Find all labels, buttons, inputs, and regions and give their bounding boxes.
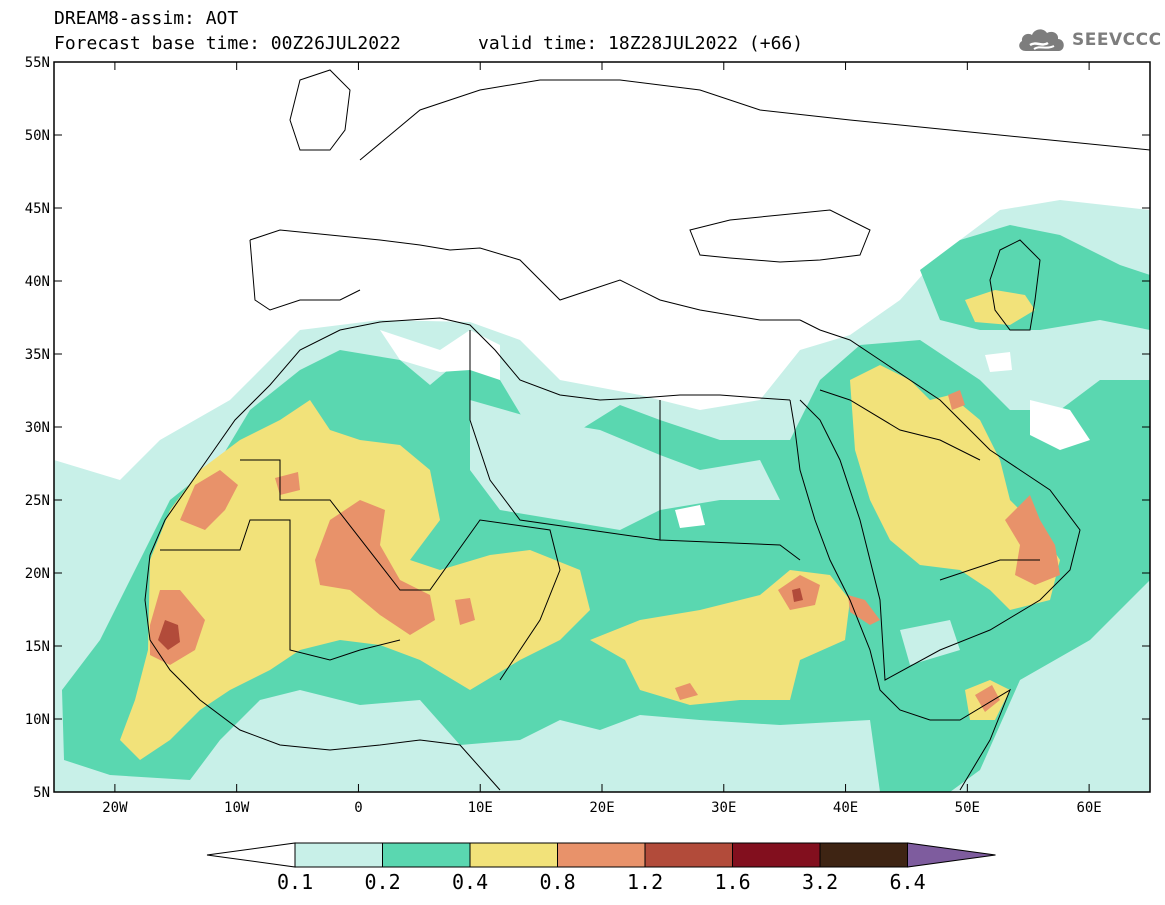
coastline-black-sea — [689, 209, 871, 263]
map-title: DREAM8-assim: AOT — [54, 8, 239, 29]
border-africa — [240, 459, 561, 681]
lon-tick-label: 20E — [589, 800, 614, 816]
border-arabia — [819, 389, 1040, 581]
lon-tick-label: 30E — [711, 800, 736, 816]
colorbar-level-label: 0.1 — [277, 870, 314, 894]
aot-band-0.8 — [180, 470, 238, 530]
aot-band-0.4 — [850, 365, 1060, 610]
lat-tick-label: 35N — [25, 347, 50, 363]
aot-band-0.8 — [1005, 495, 1060, 585]
lat-tick-label: 40N — [25, 274, 50, 290]
lon-tick-label: 40E — [833, 800, 858, 816]
lon-tick-label: 20W — [102, 800, 128, 816]
aot-band-0.8 — [948, 390, 965, 410]
colorbar-over-triangle — [907, 842, 996, 868]
coastline-europe-west — [249, 239, 361, 311]
aot-band-0.8 — [675, 683, 698, 700]
coastline-africa-north — [149, 317, 791, 556]
colorbar-level-label: 0.4 — [452, 870, 489, 894]
lat-tick-label: 55N — [25, 55, 50, 71]
lon-tick-label: 10E — [468, 800, 493, 816]
aot-band-clear — [985, 352, 1012, 372]
aot-band-0.4 — [965, 290, 1035, 325]
aot-band-0.8 — [455, 598, 475, 625]
coastline-north-europe — [359, 79, 1150, 161]
lon-tick-label: 50E — [955, 800, 980, 816]
aot-band-clear — [1030, 400, 1090, 450]
aot-band-0.1-inner — [900, 620, 960, 665]
lat-tick-label: 45N — [25, 201, 50, 217]
colorbar-level-label: 0.8 — [539, 870, 576, 894]
coastline-britain — [289, 69, 351, 151]
aot-band-0.4 — [590, 570, 850, 705]
valid-time: valid time: 18Z28JUL2022 (+66) — [478, 33, 804, 54]
border-mali — [160, 519, 401, 661]
colorbar-swatch — [294, 842, 383, 868]
coastlines — [144, 69, 1150, 791]
aot-band-0.8 — [315, 500, 435, 635]
aot-band-1.2 — [792, 588, 803, 602]
border-sahara — [469, 330, 801, 561]
colorbar-level-label: 0.2 — [364, 870, 401, 894]
colorbar-under-triangle — [206, 842, 296, 868]
lat-tick-label: 50N — [25, 128, 50, 144]
lat-tick-label: 10N — [25, 712, 50, 728]
lat-tick-label: 25N — [25, 493, 50, 509]
aot-band-0.1-inner — [470, 400, 780, 530]
logo-text: SEEVCCC — [1072, 30, 1162, 50]
colorbar-swatch — [644, 842, 733, 868]
colorbar-level-label: 1.6 — [714, 870, 751, 894]
aot-band-1.2 — [158, 620, 180, 650]
colorbar — [206, 842, 996, 868]
coastline-africa-west — [144, 554, 501, 791]
coastline-red-sea — [789, 399, 931, 721]
coastline-arabia — [799, 319, 1081, 681]
lat-tick-label: 30N — [25, 420, 50, 436]
colorbar-swatch — [469, 842, 558, 868]
aot-band-0.8 — [275, 472, 300, 495]
forecast-base-time: Forecast base time: 00Z26JUL2022 — [54, 33, 401, 54]
colorbar-swatch — [382, 842, 471, 868]
cloud-icon — [1019, 29, 1064, 51]
coastline-europe-south — [249, 229, 800, 321]
lat-tick-label: 15N — [25, 639, 50, 655]
colorbar-level-label: 6.4 — [889, 870, 926, 894]
coastline-horn — [930, 688, 1012, 791]
coastline-caspian — [989, 239, 1041, 331]
colorbar-level-label: 1.2 — [627, 870, 664, 894]
lon-tick-label: 0 — [354, 800, 362, 816]
aot-band-0.8 — [848, 595, 880, 625]
colorbar-swatch — [557, 842, 646, 868]
lon-tick-label: 10W — [224, 800, 250, 816]
aot-band-clear — [675, 505, 705, 528]
lat-tick-label: 5N — [33, 785, 50, 801]
aot-band-0.8 — [975, 685, 1000, 712]
colorbar-swatch — [732, 842, 821, 868]
lon-tick-label: 60E — [1076, 800, 1101, 816]
seevccc-logo: SEEVCCC — [1016, 22, 1162, 58]
lat-tick-label: 20N — [25, 566, 50, 582]
colorbar-level-label: 3.2 — [802, 870, 839, 894]
aot-shading — [54, 200, 1150, 792]
latitude-axis: 55N 50N 45N 40N 35N 30N 25N 20N 15N 10N 5N — [25, 55, 1150, 801]
colorbar-swatch — [819, 842, 908, 868]
longitude-axis: 20W 10W 0 10E 20E 30E 40E 50E 60E — [102, 62, 1102, 816]
